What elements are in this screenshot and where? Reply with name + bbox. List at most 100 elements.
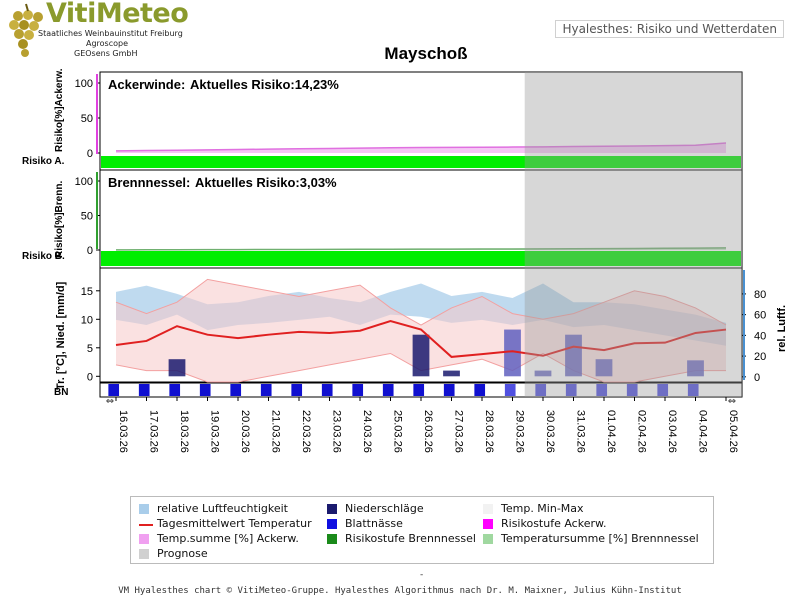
ackerwinde-temp-sum-line [115, 142, 727, 152]
header-tab[interactable]: Hyalesthes: Risiko und Wetterdaten [555, 20, 784, 38]
logo-line-2: Agroscope [86, 39, 129, 48]
ackerwinde-risk-text: Aktuelles Risiko:14,23% [190, 77, 339, 92]
brennnessel-y-tick: 50 [81, 211, 93, 223]
legend-swatch [139, 504, 149, 514]
precipitation-bar [443, 370, 460, 377]
brennnessel-y-tick: 0 [87, 245, 93, 257]
x-tick-label: 18.03.26 [178, 410, 190, 453]
leaf-wetness-bar [352, 384, 364, 396]
weather-y-tick-right: 20 [754, 351, 766, 363]
x-tick-label: 31.03.26 [575, 410, 587, 453]
x-tick-label: 19.03.26 [209, 410, 221, 453]
x-tick-label: 27.03.26 [453, 410, 465, 453]
legend-swatch [327, 534, 337, 544]
weather-y-tick-left: 5 [87, 343, 93, 355]
leaf-wetness-bar [291, 384, 303, 396]
leaf-wetness-bar [199, 384, 211, 396]
legend-label: Prognose [157, 547, 208, 560]
precipitation-bar [595, 359, 613, 377]
x-tick-label: 24.03.26 [361, 410, 373, 453]
ackerwinde-y-label: Risiko[%]Ackerw. [54, 68, 65, 152]
leaf-wetness-bar [413, 384, 425, 396]
weather-y-tick-right: 80 [754, 289, 766, 301]
leaf-wetness-bar [657, 384, 669, 396]
x-tick-label: 02.04.26 [636, 410, 648, 453]
x-tick-label: 17.03.26 [148, 410, 160, 453]
legend-label: Niederschläge [345, 502, 424, 515]
leaf-wetness-bar [565, 384, 577, 396]
legend-swatch [327, 519, 337, 529]
leaf-wetness-bar [260, 384, 272, 396]
grape-icon [9, 3, 43, 57]
legend-label: Risikostufe Ackerw. [501, 517, 607, 530]
ackerwinde-axis-accent [96, 74, 98, 154]
weather-y-tick-left: 15 [81, 286, 93, 298]
ackerwinde-frame [99, 71, 743, 171]
scroll-right-icon: ⇔ [728, 396, 736, 407]
x-tick-label: 05.04.26 [727, 410, 739, 453]
brennnessel-risk-level-bar [101, 251, 741, 266]
legend-swatch [483, 504, 493, 514]
logo-line-1: Staatliches Weinbauinstitut Freiburg [38, 29, 183, 38]
chart-legend: relative Luftfeuchtigkeit Niederschläge Te… [130, 496, 714, 564]
legend-swatch [139, 534, 149, 544]
leaf-wetness-bar [230, 384, 242, 396]
brennnessel-risk-text: Aktuelles Risiko:3,03% [195, 175, 337, 190]
brennnessel-panel-title: Brennnessel: [108, 175, 190, 190]
forecast-overlay [524, 72, 742, 397]
legend-swatch [139, 524, 153, 526]
x-tick-label: 30.03.26 [544, 410, 556, 453]
brennnessel-axis-accent [96, 172, 98, 249]
weather-y-tick-right: 40 [754, 330, 766, 342]
precipitation-bar [565, 334, 582, 377]
x-tick-label: 21.03.26 [270, 410, 282, 453]
x-tick-label: 16.03.26 [117, 410, 129, 453]
leaf-wetness-bar [504, 384, 516, 396]
scroll-left-icon: ⇔ [106, 396, 114, 407]
weather-y-label-right: rel. Luftf. [776, 305, 788, 352]
leaf-wetness-bar [443, 384, 455, 396]
leaf-wetness-bar [108, 384, 120, 396]
precipitation-bar [504, 329, 521, 377]
x-tick-label: 01.04.26 [605, 410, 617, 453]
x-tick-label: 22.03.26 [300, 410, 312, 453]
legend-label: Temp.summe [%] Ackerw. [157, 532, 299, 545]
brennnessel-y-tick: 100 [75, 176, 93, 188]
brennnessel-risk-row-label: Risiko B. [22, 251, 65, 262]
leaf-wetness-bar [321, 384, 333, 396]
logo-line-3: GEOsens GmbH [74, 49, 138, 58]
precipitation-bar [534, 370, 552, 377]
legend-label: Temperatursumme [%] Brennnessel [501, 532, 699, 545]
precipitation-bar [412, 334, 430, 377]
ackerwinde-risk-level-bar [101, 156, 741, 168]
footer-credit: VM Hyalesthes chart © VitiMeteo-Gruppe. … [118, 586, 682, 596]
ackerwinde-y-tick: 0 [87, 148, 93, 160]
x-tick-label: 03.04.26 [666, 410, 678, 453]
precipitation-bar [168, 359, 186, 377]
leaf-wetness-bar [474, 384, 486, 396]
humidity-axis-accent [743, 270, 745, 380]
legend-swatch [139, 549, 149, 559]
legend-label: Tagesmittelwert Temperatur [157, 517, 312, 530]
ackerwinde-panel-title: Ackerwinde: [108, 77, 185, 92]
leaf-wetness-bar [138, 384, 150, 396]
ackerwinde-risk-row-label: Risiko A. [22, 156, 65, 167]
leaf-wetness-bar [626, 384, 638, 396]
logo-title: VitiMeteo [46, 0, 189, 29]
footer-dash: - [420, 570, 424, 580]
x-tick-label: 04.04.26 [697, 410, 709, 453]
x-tick-label: 23.03.26 [331, 410, 343, 453]
ackerwinde-y-tick: 50 [81, 113, 93, 125]
leaf-wetness-bar [596, 384, 608, 396]
weather-y-tick-left: 0 [87, 371, 93, 383]
legend-label: relative Luftfeuchtigkeit [157, 502, 288, 515]
ackerwinde-y-tick: 100 [75, 78, 93, 90]
precipitation-bar [687, 360, 704, 377]
leaf-wetness-bar [169, 384, 181, 396]
weather-y-tick-left: 10 [81, 314, 93, 326]
weather-y-tick-right: 0 [754, 372, 760, 384]
x-tick-label: 26.03.26 [422, 410, 434, 453]
x-tick-label: 29.03.26 [514, 410, 526, 453]
vitimeteo-logo: VitiMeteo Staatliches Weinbauinstitut Fr… [0, 0, 200, 62]
